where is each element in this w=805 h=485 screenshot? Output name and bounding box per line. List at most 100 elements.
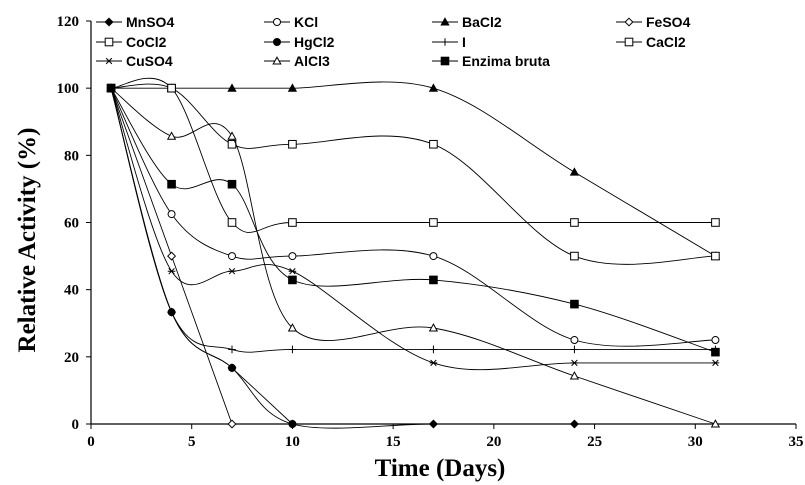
data-point-enzima-bruta bbox=[288, 275, 297, 285]
data-point-i bbox=[429, 345, 438, 354]
data-point-cacl2 bbox=[711, 218, 720, 227]
legend-marker bbox=[272, 56, 282, 65]
data-point-alcl3 bbox=[287, 323, 298, 332]
legend-marker bbox=[440, 56, 450, 66]
data-point-cocl2 bbox=[288, 139, 297, 149]
x-tick-label: 25 bbox=[587, 434, 602, 450]
data-point-cuso4 bbox=[167, 267, 176, 275]
x-tick-label: 0 bbox=[87, 434, 95, 450]
legend-item-cacl2: CaCl2 bbox=[616, 34, 686, 50]
series-cocl2 bbox=[106, 83, 720, 265]
data-point-enzima-bruta bbox=[429, 275, 438, 285]
data-point-cuso4 bbox=[711, 359, 720, 367]
data-point-bacl2 bbox=[287, 83, 298, 92]
data-point-kcl bbox=[167, 210, 176, 219]
x-tick-label: 35 bbox=[789, 434, 804, 450]
series-kcl bbox=[107, 84, 720, 347]
x-tick-label: 5 bbox=[188, 434, 196, 450]
data-point-alcl3 bbox=[569, 371, 580, 380]
data-point-alcl3 bbox=[166, 131, 177, 140]
series-line-bacl2 bbox=[111, 81, 716, 257]
data-point-i bbox=[167, 308, 176, 316]
data-point-bacl2 bbox=[428, 83, 439, 92]
x-tick-label: 30 bbox=[688, 434, 703, 450]
data-point-cocl2 bbox=[570, 251, 579, 261]
axes: 0 20 40 60 80 100 120 0 5 10 15 20 25 30 35 bbox=[57, 14, 804, 450]
series-i bbox=[107, 84, 720, 354]
legend-label: CuSO4 bbox=[126, 53, 173, 69]
data-point-kcl bbox=[288, 252, 297, 261]
legend-label: Enzima bruta bbox=[462, 53, 550, 69]
y-tick-label: 20 bbox=[64, 350, 79, 366]
data-point-hgcl2 bbox=[228, 363, 236, 372]
legend-label: I bbox=[462, 34, 466, 50]
data-point-cuso4 bbox=[288, 267, 297, 275]
legend-marker bbox=[104, 37, 114, 47]
x-tick-label: 20 bbox=[486, 434, 501, 450]
series-hgcl2 bbox=[107, 84, 297, 428]
legend-label: MnSO4 bbox=[126, 14, 174, 30]
data-point-enzima-bruta bbox=[570, 299, 579, 309]
data-point-i bbox=[570, 345, 579, 354]
data-point-mnso4 bbox=[569, 419, 579, 429]
legend-item-i: I bbox=[432, 34, 466, 50]
data-point-i bbox=[228, 345, 236, 354]
legend-marker bbox=[624, 17, 634, 27]
legend-item-cuso4: CuSO4 bbox=[96, 53, 173, 69]
data-point-enzima-bruta bbox=[227, 179, 237, 189]
data-point-cacl2 bbox=[227, 218, 237, 227]
data-point-alcl3 bbox=[710, 419, 721, 428]
y-tick-label: 120 bbox=[57, 14, 80, 30]
legend-marker bbox=[105, 57, 113, 65]
legend-label: CoCl2 bbox=[126, 34, 167, 50]
series-cacl2 bbox=[106, 77, 720, 233]
data-point-kcl bbox=[228, 252, 236, 261]
legend-marker bbox=[624, 37, 634, 47]
data-point-kcl bbox=[711, 336, 720, 345]
data-point-hgcl2 bbox=[288, 420, 297, 428]
legend-marker bbox=[273, 18, 281, 26]
y-tick-label: 80 bbox=[64, 148, 79, 164]
data-point-mnso4 bbox=[428, 419, 438, 429]
y-tick-label: 0 bbox=[72, 417, 80, 433]
legend-item-feso4: FeSO4 bbox=[616, 14, 691, 30]
data-point-enzima-bruta bbox=[106, 83, 116, 93]
legend-marker bbox=[273, 38, 281, 46]
data-point-cacl2 bbox=[288, 218, 297, 227]
series-mnso4 bbox=[106, 83, 579, 429]
series-line-cocl2 bbox=[111, 83, 716, 265]
data-point-bacl2 bbox=[569, 167, 580, 176]
legend-label: KCl bbox=[294, 14, 318, 30]
series-alcl3 bbox=[106, 83, 721, 428]
data-point-alcl3 bbox=[428, 323, 439, 332]
data-point-cocl2 bbox=[711, 251, 720, 261]
x-tick-label: 10 bbox=[285, 434, 300, 450]
data-point-feso4 bbox=[167, 251, 177, 261]
legend-label: CaCl2 bbox=[646, 34, 686, 50]
legend-marker bbox=[104, 17, 114, 27]
legend-label: FeSO4 bbox=[646, 14, 691, 30]
data-point-cocl2 bbox=[429, 139, 438, 149]
data-point-cacl2 bbox=[429, 218, 438, 227]
legend-item-mnso4: MnSO4 bbox=[96, 14, 174, 30]
series-line-cacl2 bbox=[111, 77, 716, 233]
legend-label: BaCl2 bbox=[462, 14, 502, 30]
x-tick-label: 15 bbox=[386, 434, 401, 450]
legend-item-bacl2: BaCl2 bbox=[432, 14, 502, 30]
legend-item-kcl: KCl bbox=[264, 14, 318, 30]
y-tick-label: 100 bbox=[57, 81, 80, 97]
legend-label: AlCl3 bbox=[294, 53, 330, 69]
data-point-bacl2 bbox=[227, 83, 237, 92]
data-point-enzima-bruta bbox=[167, 179, 176, 189]
data-point-feso4 bbox=[227, 419, 237, 429]
x-axis-label: Time (Days) bbox=[375, 455, 506, 482]
data-point-kcl bbox=[570, 336, 579, 345]
series-enzima-bruta bbox=[106, 83, 720, 357]
series-group bbox=[106, 77, 721, 429]
series-line-hgcl2 bbox=[110, 88, 293, 425]
data-point-cuso4 bbox=[570, 359, 579, 367]
data-point-cacl2 bbox=[570, 218, 579, 227]
legend-item-alcl3: AlCl3 bbox=[264, 53, 330, 69]
legend-label: HgCl2 bbox=[294, 34, 335, 50]
